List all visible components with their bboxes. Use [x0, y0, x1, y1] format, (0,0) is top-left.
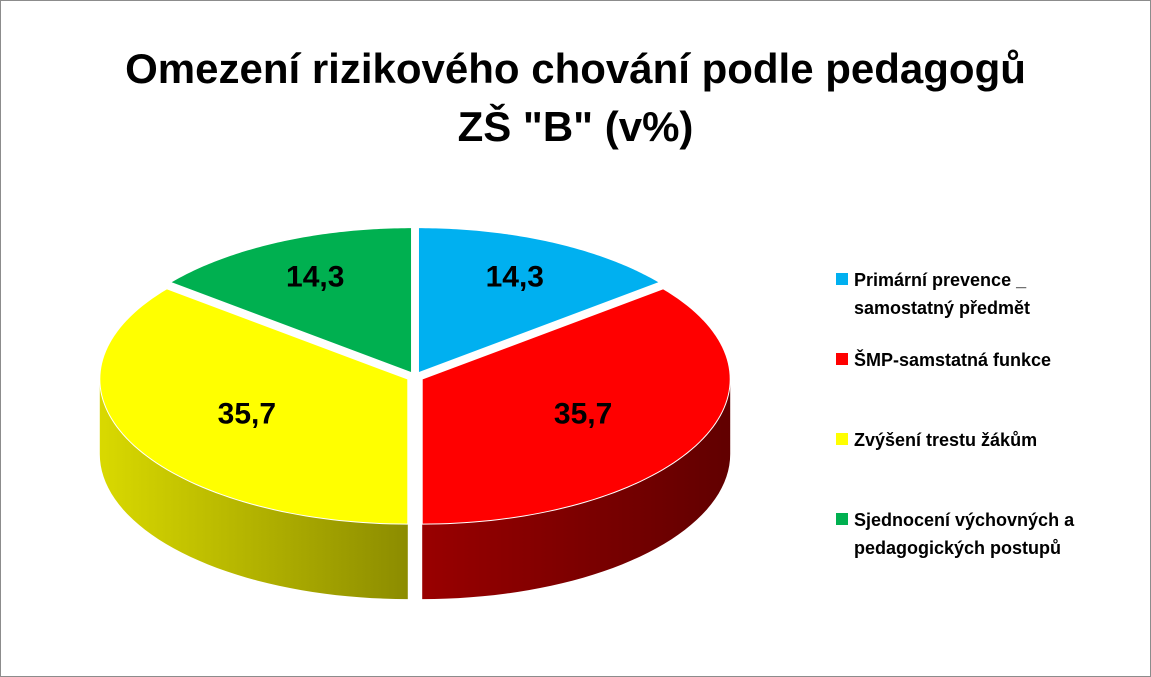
pie-slice	[99, 288, 409, 525]
legend-label: Primární prevence _ samostatný předmět	[854, 270, 1031, 318]
legend-swatch	[836, 353, 848, 365]
chart-title: Omezení rizikového chování podle pedagog…	[125, 45, 1026, 150]
legend-swatch	[836, 513, 848, 525]
pie-slice	[417, 227, 661, 374]
pie-slice	[169, 227, 413, 374]
pie-slice	[421, 288, 731, 525]
legend-item: ŠMP-samstatná funkce	[836, 346, 1136, 426]
legend-item: Zvýšení trestu žákům	[836, 426, 1136, 506]
slice-side	[422, 379, 731, 600]
legend-label: Zvýšení trestu žákům	[854, 430, 1038, 450]
legend-label: ŠMP-samstatná funkce	[854, 350, 1052, 370]
slice-side	[99, 379, 408, 600]
legend: Primární prevence _ samostatný předmět ŠM…	[836, 266, 1136, 586]
value-label: 14,3	[486, 261, 544, 294]
legend-item: Sjednocení výchovných a pedagogických po…	[836, 506, 1136, 586]
legend-item: Primární prevence _ samostatný předmět	[836, 266, 1136, 346]
value-label: 35,7	[218, 398, 276, 431]
legend-label: Sjednocení výchovných a pedagogických po…	[854, 510, 1075, 558]
value-label: 14,3	[286, 261, 344, 294]
legend-swatch	[836, 433, 848, 445]
legend-swatch	[836, 273, 848, 285]
value-label: 35,7	[554, 398, 612, 431]
